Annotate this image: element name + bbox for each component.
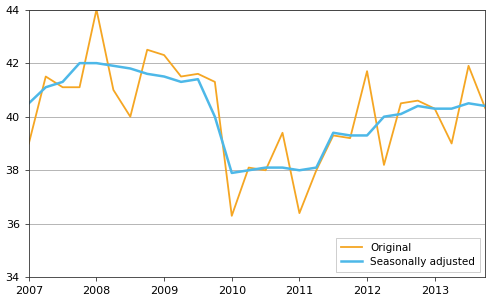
Seasonally adjusted <box>229 171 235 175</box>
Original <box>127 115 133 118</box>
Seasonally adjusted <box>127 67 133 70</box>
Original <box>465 64 471 68</box>
Seasonally adjusted <box>60 80 66 84</box>
Original <box>313 169 319 172</box>
Seasonally adjusted <box>144 72 150 76</box>
Seasonally adjusted <box>279 166 285 169</box>
Original <box>347 136 353 140</box>
Seasonally adjusted <box>161 75 167 78</box>
Seasonally adjusted <box>26 101 32 105</box>
Seasonally adjusted <box>43 85 49 89</box>
Original <box>229 214 235 218</box>
Original <box>330 134 336 137</box>
Seasonally adjusted <box>110 64 116 68</box>
Original <box>195 72 201 76</box>
Original <box>77 85 82 89</box>
Original <box>432 107 437 111</box>
Original <box>279 131 285 135</box>
Seasonally adjusted <box>449 107 455 111</box>
Original <box>26 142 32 145</box>
Original <box>178 75 184 78</box>
Original <box>449 142 455 145</box>
Line: Seasonally adjusted: Seasonally adjusted <box>29 63 491 173</box>
Seasonally adjusted <box>364 134 370 137</box>
Line: Original: Original <box>29 10 491 216</box>
Seasonally adjusted <box>415 104 421 108</box>
Original <box>483 107 489 111</box>
Original <box>110 88 116 92</box>
Seasonally adjusted <box>212 115 218 118</box>
Seasonally adjusted <box>313 166 319 169</box>
Original <box>246 166 251 169</box>
Seasonally adjusted <box>195 77 201 81</box>
Original <box>263 169 269 172</box>
Seasonally adjusted <box>77 61 82 65</box>
Original <box>415 99 421 102</box>
Original <box>60 85 66 89</box>
Seasonally adjusted <box>330 131 336 135</box>
Seasonally adjusted <box>297 169 302 172</box>
Seasonally adjusted <box>178 80 184 84</box>
Original <box>364 69 370 73</box>
Legend: Original, Seasonally adjusted: Original, Seasonally adjusted <box>336 238 480 272</box>
Original <box>144 48 150 52</box>
Seasonally adjusted <box>432 107 437 111</box>
Seasonally adjusted <box>347 134 353 137</box>
Seasonally adjusted <box>381 115 387 118</box>
Original <box>297 211 302 215</box>
Original <box>93 8 99 11</box>
Seasonally adjusted <box>398 112 404 116</box>
Seasonally adjusted <box>263 166 269 169</box>
Original <box>43 75 49 78</box>
Seasonally adjusted <box>93 61 99 65</box>
Seasonally adjusted <box>246 169 251 172</box>
Original <box>381 163 387 167</box>
Original <box>212 80 218 84</box>
Seasonally adjusted <box>483 104 489 108</box>
Seasonally adjusted <box>465 101 471 105</box>
Original <box>161 53 167 57</box>
Original <box>398 101 404 105</box>
